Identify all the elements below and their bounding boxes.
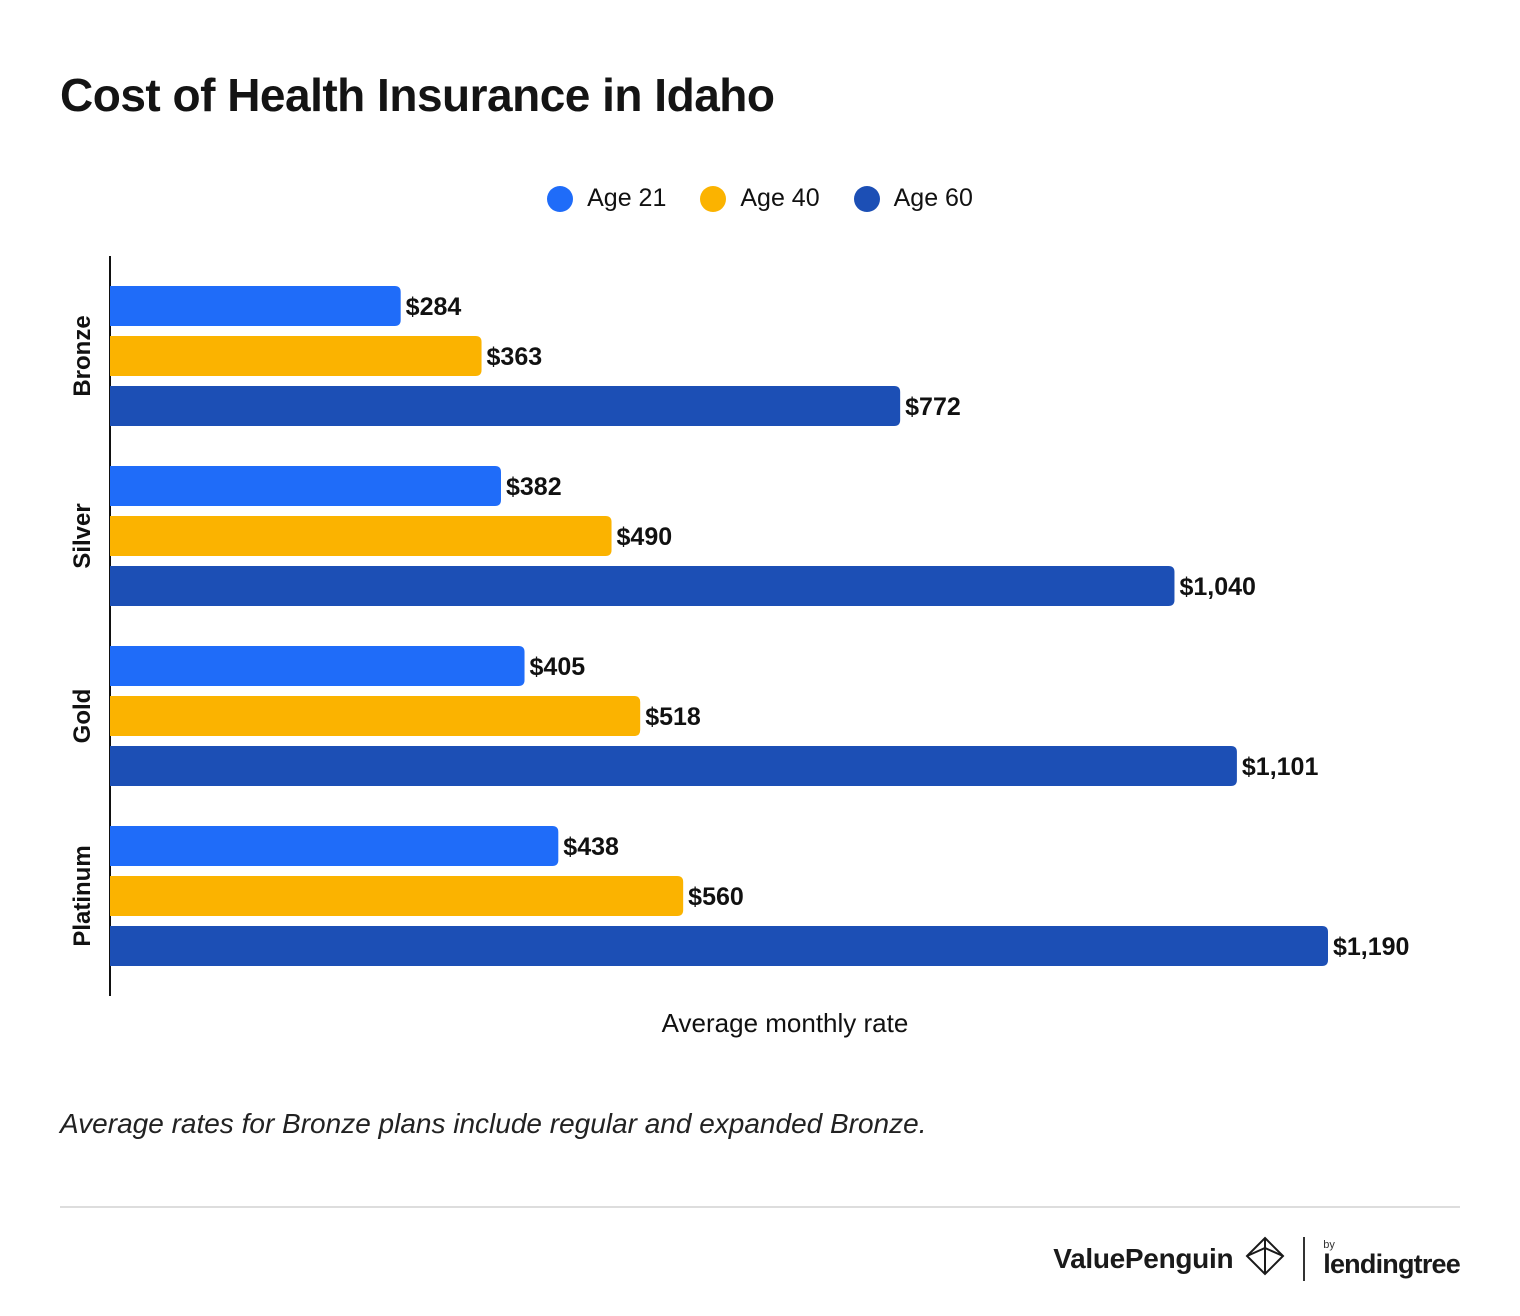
- penguin-diamond-icon: [1245, 1236, 1285, 1281]
- lendingtree-logo: by lendingtree: [1323, 1238, 1461, 1279]
- chart-title: Cost of Health Insurance in Idaho: [60, 69, 775, 121]
- by-label: by: [1323, 1238, 1335, 1251]
- brand-divider: [1303, 1236, 1306, 1281]
- data-label-gold-age-60: $1,101: [1242, 753, 1319, 781]
- bar-silver-age-40: [110, 516, 612, 556]
- bar-gold-age-60: [110, 746, 1237, 786]
- data-label-silver-age-60: $1,040: [1179, 573, 1255, 601]
- data-label-gold-age-40: $518: [645, 703, 701, 731]
- bar-bronze-age-21: [110, 286, 401, 326]
- bar-platinum-age-21: [110, 826, 559, 866]
- legend: Age 21 Age 40 Age 60: [0, 184, 1520, 213]
- legend-item-age-21: Age 21: [547, 184, 666, 213]
- footer-divider: [60, 1206, 1460, 1208]
- brand-logo: ValuePenguin by lendingtree: [1053, 1236, 1461, 1281]
- legend-item-age-40: Age 40: [700, 184, 820, 213]
- bar-platinum-age-40: [110, 876, 684, 916]
- bar-silver-age-21: [110, 466, 501, 506]
- bar-gold-age-40: [110, 696, 641, 736]
- lendingtree-wordmark: lendingtree: [1323, 1248, 1461, 1279]
- bar-bronze-age-60: [110, 386, 901, 426]
- category-label-platinum: Platinum: [69, 845, 96, 946]
- legend-label-age-40: Age 40: [740, 184, 820, 212]
- bar-gold-age-21: [110, 646, 525, 686]
- data-label-bronze-age-21: $284: [406, 293, 462, 321]
- legend-label-age-60: Age 60: [893, 184, 973, 212]
- category-label-bronze: Bronze: [69, 315, 96, 396]
- legend-swatch-age-21: [547, 185, 574, 212]
- legend-swatch-age-60: [853, 185, 880, 212]
- data-label-silver-age-21: $382: [506, 473, 562, 501]
- bar-platinum-age-60: [110, 926, 1328, 966]
- data-label-platinum-age-40: $560: [688, 883, 744, 911]
- data-label-bronze-age-40: $363: [487, 343, 543, 371]
- data-label-gold-age-21: $405: [530, 653, 586, 681]
- x-axis-title: Average monthly rate: [662, 1008, 909, 1038]
- data-label-bronze-age-60: $772: [905, 393, 961, 421]
- bar-chart: $284 $363 $772 Bronze $382 $490 $1,040 Silver $4…: [69, 256, 1409, 1038]
- data-label-platinum-age-60: $1,190: [1333, 933, 1409, 961]
- footnote: Average rates for Bronze plans include r…: [60, 1108, 927, 1139]
- valuepenguin-wordmark: ValuePenguin: [1053, 1242, 1234, 1274]
- legend-item-age-60: Age 60: [853, 184, 973, 213]
- bar-bronze-age-40: [110, 336, 482, 376]
- legend-label-age-21: Age 21: [587, 184, 667, 212]
- data-label-silver-age-40: $490: [617, 523, 673, 551]
- legend-swatch-age-40: [700, 185, 727, 212]
- data-label-platinum-age-21: $438: [563, 833, 619, 861]
- category-label-silver: Silver: [69, 503, 96, 568]
- category-label-gold: Gold: [69, 689, 96, 744]
- bar-silver-age-60: [110, 566, 1175, 606]
